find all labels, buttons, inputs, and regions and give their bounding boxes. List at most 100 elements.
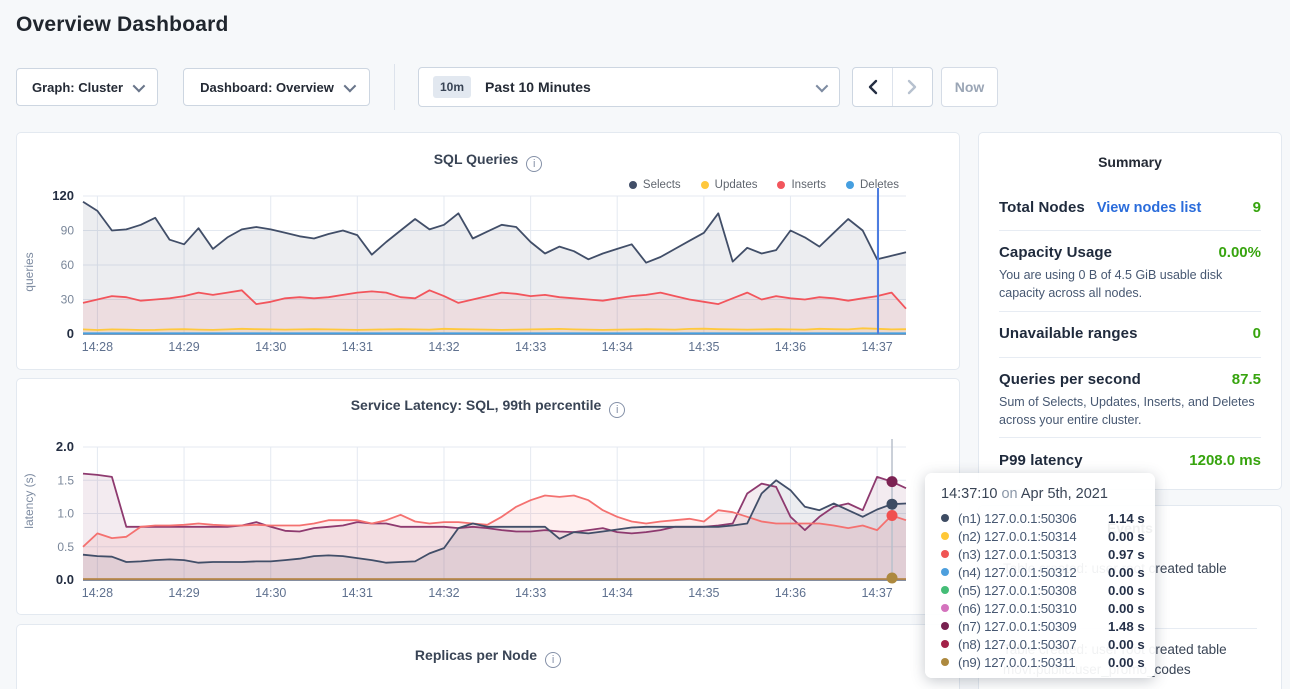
- graph-dropdown[interactable]: Graph: Cluster: [16, 68, 158, 106]
- svg-text:14:28: 14:28: [82, 586, 113, 600]
- chevron-down-icon: [815, 79, 829, 92]
- replicas-per-node-card: Replicas per Node i: [16, 624, 960, 689]
- info-icon[interactable]: i: [526, 156, 543, 172]
- svg-text:14:29: 14:29: [168, 586, 199, 600]
- svg-text:14:30: 14:30: [255, 586, 286, 600]
- svg-text:14:36: 14:36: [775, 586, 806, 600]
- total-nodes-value: 9: [1252, 199, 1261, 216]
- svg-text:1.5: 1.5: [57, 473, 74, 487]
- svg-text:14:30: 14:30: [255, 340, 286, 354]
- sql-queries-legend: Selects Updates Inserts Deletes: [628, 179, 899, 191]
- svg-text:14:32: 14:32: [428, 586, 459, 600]
- series-dot-icon: [846, 181, 854, 189]
- tooltip-node-row: (n4) 127.0.0.1:50312 0.00 s: [941, 563, 1155, 581]
- divider: [999, 437, 1261, 438]
- series-dot-icon: [941, 604, 949, 612]
- tooltip-timestamp: 14:37:10 on Apr 5th, 2021: [941, 486, 1108, 502]
- svg-text:14:31: 14:31: [342, 340, 373, 354]
- svg-text:14:37: 14:37: [861, 586, 892, 600]
- time-back-button[interactable]: [853, 68, 893, 106]
- tooltip-node-row: (n2) 127.0.0.1:50314 0.00 s: [941, 527, 1155, 545]
- chevron-right-icon: [907, 79, 917, 95]
- tooltip-node-rows: (n1) 127.0.0.1:50306 1.14 s (n2) 127.0.0.1…: [941, 509, 1155, 671]
- chevron-left-icon: [868, 79, 878, 95]
- sql-queries-chart[interactable]: 0 30 60 90 120 14:28 14:29 14:30 14:31 14:32 14:33…: [17, 133, 961, 371]
- tooltip-node-row: (n9) 127.0.0.1:50311 0.00 s: [941, 653, 1155, 671]
- summary-row-capacity: Capacity Usage 0.00%: [999, 244, 1261, 261]
- chart-hover-tooltip: 14:37:10 on Apr 5th, 2021 (n1) 127.0.0.1…: [925, 473, 1155, 678]
- series-dot-icon: [941, 658, 949, 666]
- sql-queries-card: SQL Queries i Selects Updates Inserts Delete…: [16, 132, 960, 370]
- svg-text:14:28: 14:28: [82, 340, 113, 354]
- tooltip-node-row: (n1) 127.0.0.1:50306 1.14 s: [941, 509, 1155, 527]
- summary-row-qps: Queries per second 87.5: [999, 371, 1261, 388]
- legend-item-selects[interactable]: Selects: [628, 179, 681, 191]
- series-dot-icon: [941, 586, 949, 594]
- svg-text:0: 0: [67, 326, 74, 341]
- time-range-dropdown[interactable]: 10m Past 10 Minutes: [418, 67, 840, 107]
- series-dot-icon: [777, 181, 786, 189]
- summary-row-p99: P99 latency 1208.0 ms: [999, 452, 1261, 469]
- dashboard-dropdown[interactable]: Dashboard: Overview: [183, 68, 370, 106]
- svg-text:14:32: 14:32: [428, 340, 459, 354]
- series-dot-icon: [941, 568, 949, 576]
- legend-item-inserts[interactable]: Inserts: [777, 179, 826, 191]
- unavailable-ranges-value: 0: [1252, 325, 1261, 342]
- svg-text:14:31: 14:31: [342, 586, 373, 600]
- series-dot-icon: [941, 640, 949, 648]
- p99-latency-value: 1208.0 ms: [1189, 452, 1261, 469]
- summary-row-total-nodes: Total Nodes View nodes list 9: [999, 199, 1261, 216]
- time-step-buttons: [852, 67, 933, 107]
- view-nodes-list-link[interactable]: View nodes list: [1096, 200, 1202, 216]
- summary-row-unavailable: Unavailable ranges 0: [999, 325, 1261, 342]
- info-icon[interactable]: i: [609, 402, 626, 418]
- svg-text:0.0: 0.0: [56, 572, 74, 587]
- divider: [999, 230, 1261, 231]
- service-latency-title: Service Latency: SQL, 99th percentile i: [17, 397, 959, 418]
- svg-text:1.0: 1.0: [57, 507, 74, 521]
- series-dot-icon: [941, 550, 949, 558]
- series-dot-icon: [941, 514, 949, 522]
- svg-text:14:33: 14:33: [515, 586, 546, 600]
- capacity-usage-desc: You are using 0 B of 4.5 GiB usable disk…: [999, 268, 1223, 300]
- summary-panel: Summary Total Nodes View nodes list 9 Ca…: [978, 132, 1282, 490]
- sql-queries-title: SQL Queries i: [17, 151, 959, 172]
- svg-text:14:35: 14:35: [688, 340, 719, 354]
- svg-text:14:34: 14:34: [602, 586, 633, 600]
- legend-item-updates[interactable]: Updates: [700, 179, 757, 191]
- divider: [999, 311, 1261, 312]
- svg-text:14:29: 14:29: [168, 340, 199, 354]
- toolbar-divider: [394, 64, 395, 110]
- dashboard-dropdown-label: Dashboard: Overview: [200, 79, 334, 95]
- svg-text:2.0: 2.0: [56, 439, 74, 454]
- svg-text:14:37: 14:37: [861, 340, 892, 354]
- time-range-label: Past 10 Minutes: [485, 79, 591, 95]
- divider: [999, 357, 1261, 358]
- service-latency-chart[interactable]: 0.0 0.5 1.0 1.5 2.0 14:28 14:29 14:30 14:31 14:32…: [17, 379, 961, 616]
- svg-text:0.5: 0.5: [57, 540, 74, 554]
- svg-text:14:34: 14:34: [602, 340, 633, 354]
- info-icon[interactable]: i: [545, 652, 562, 668]
- qps-value: 87.5: [1231, 371, 1261, 388]
- tooltip-node-row: (n6) 127.0.0.1:50310 0.00 s: [941, 599, 1155, 617]
- time-forward-button[interactable]: [893, 68, 932, 106]
- chevron-down-icon: [132, 79, 146, 92]
- series-dot-icon: [628, 181, 637, 189]
- tooltip-node-row: (n7) 127.0.0.1:50309 1.48 s: [941, 617, 1155, 635]
- page-title: Overview Dashboard: [16, 13, 229, 36]
- svg-text:14:36: 14:36: [775, 340, 806, 354]
- tooltip-node-row: (n5) 127.0.0.1:50308 0.00 s: [941, 581, 1155, 599]
- qps-desc: Sum of Selects, Updates, Inserts, and De…: [999, 395, 1255, 427]
- chevron-down-icon: [343, 79, 357, 92]
- svg-text:120: 120: [52, 188, 74, 203]
- now-button[interactable]: Now: [941, 67, 998, 107]
- svg-text:14:35: 14:35: [688, 586, 719, 600]
- time-range-badge: 10m: [433, 76, 472, 98]
- graph-dropdown-label: Graph: Cluster: [31, 79, 123, 95]
- tooltip-node-row: (n3) 127.0.0.1:50313 0.97 s: [941, 545, 1155, 563]
- legend-item-deletes[interactable]: Deletes: [846, 179, 899, 191]
- capacity-usage-value: 0.00%: [1218, 244, 1261, 261]
- svg-text:60: 60: [61, 258, 75, 272]
- summary-title: Summary: [1098, 154, 1162, 170]
